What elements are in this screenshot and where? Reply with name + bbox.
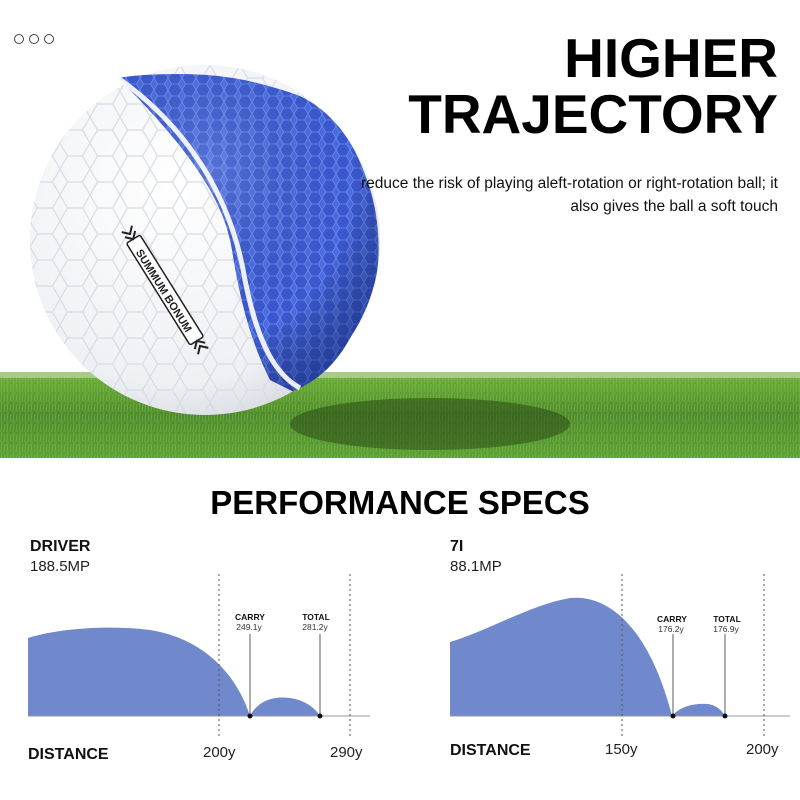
dot-icon [44,34,54,44]
driver-tick-2: 290y [330,744,363,761]
hero-banner: SUMMUM BONUM HIGHER TRAJECTORY reduce th… [0,30,800,458]
driver-carry-area [28,627,250,716]
golf-ball-image: SUMMUM BONUM [30,65,380,415]
iron7-name: 7I [450,538,464,555]
driver-name: DRIVER [30,538,91,555]
iron7-speed: 88.1MP [450,558,502,575]
driver-total-point [317,713,323,719]
iron7-roll-area [672,703,725,716]
performance-charts: CARRY 249.1y TOTAL 281.2y CARRY 176.2y T… [28,574,790,736]
hero-title-line2: TRAJECTORY [408,83,778,145]
dot-icon [14,34,24,44]
driver-distance-label: DISTANCE [28,746,109,763]
iron7-carry-area [450,597,672,716]
hero-title-line1: HIGHER [564,27,778,89]
driver-tick-1: 200y [203,744,236,761]
iron7-total-point [722,713,728,719]
dot-icon [29,34,39,44]
iron7-carry-value: 176.2y [658,624,684,634]
specs-title: PERFORMANCE SPECS [210,484,590,521]
driver-carry-label: CARRY [235,612,265,622]
driver-total-value: 281.2y [302,622,328,632]
iron7-total-label: TOTAL [713,614,741,624]
driver-carry-point [247,713,253,719]
driver-speed: 188.5MP [30,558,91,575]
iron7-distance-label: DISTANCE [450,742,531,759]
driver-roll-area [250,697,320,716]
iron7-tick-2: 200y [746,741,779,758]
driver-trajectory-chart: CARRY 249.1y TOTAL 281.2y [28,574,370,736]
driver-total-label: TOTAL [302,612,330,622]
hero-description: reduce the risk of playing aleft-rotatio… [361,175,778,215]
iron7-trajectory-chart: CARRY 176.2y TOTAL 176.9y [450,574,790,736]
iron7-tick-1: 150y [605,741,638,758]
iron7-carry-point [670,713,676,719]
iron7-total-value: 176.9y [713,624,739,634]
driver-carry-value: 249.1y [236,622,262,632]
three-dots-icon[interactable] [14,34,54,44]
iron7-carry-label: CARRY [657,614,687,624]
hero-title: HIGHER TRAJECTORY [408,30,778,142]
